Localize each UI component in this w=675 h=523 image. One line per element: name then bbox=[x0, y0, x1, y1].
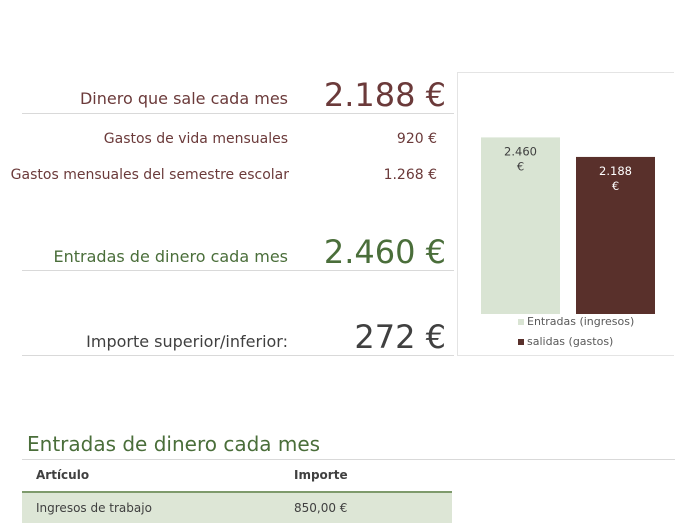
cell-amount[interactable]: 850,00 € bbox=[294, 501, 348, 515]
divider bbox=[22, 270, 454, 271]
divider bbox=[22, 355, 454, 356]
chart-canvas: 2.460€ 2.188€Entradas (ingresos)salidas (… bbox=[481, 137, 655, 348]
semester-costs-label: Gastos mensuales del semestre escolar bbox=[10, 167, 289, 183]
legend-swatch bbox=[518, 319, 524, 325]
income-vs-expense-chart[interactable]: 2.460 €2.188 € Entradas (ingresos) salidas (… bbox=[457, 72, 674, 356]
table-header: Artículo Importe bbox=[22, 459, 452, 493]
legend-entry[interactable]: salidas (gastos) bbox=[527, 335, 613, 348]
cell-item[interactable]: Ingresos de trabajo bbox=[36, 501, 152, 515]
bar-data-label: 2.460 bbox=[504, 144, 537, 158]
bar-income[interactable] bbox=[481, 137, 560, 314]
legend-entry[interactable]: Entradas (ingresos) bbox=[527, 315, 634, 328]
living-costs-value: 920 € bbox=[396, 131, 437, 147]
table-row[interactable]: Ingresos de trabajo 850,00 € bbox=[22, 493, 452, 523]
money-out-label: Dinero que sale cada mes bbox=[79, 89, 288, 108]
difference-label: Importe superior/inferior: bbox=[86, 332, 288, 351]
bar-data-label: 2.188 bbox=[599, 164, 632, 178]
column-header-item[interactable]: Artículo bbox=[36, 468, 90, 482]
bar-data-label: € bbox=[612, 179, 619, 193]
semester-costs-value: 1.268 € bbox=[383, 167, 437, 183]
divider bbox=[452, 459, 675, 460]
money-out-value: 2.188 € bbox=[323, 76, 446, 114]
living-costs-label: Gastos de vida mensuales bbox=[103, 131, 288, 147]
income-section-title: Entradas de dinero cada mes bbox=[27, 432, 321, 456]
column-header-amount[interactable]: Importe bbox=[294, 468, 348, 482]
divider bbox=[22, 113, 454, 114]
difference-value: 272 € bbox=[354, 318, 446, 356]
money-in-label: Entradas de dinero cada mes bbox=[53, 247, 288, 266]
income-table: Artículo Importe Ingresos de trabajo 850… bbox=[22, 459, 675, 523]
money-in-value: 2.460 € bbox=[323, 233, 446, 271]
legend-swatch bbox=[518, 339, 524, 345]
bar-data-label: € bbox=[517, 159, 524, 173]
bar-expense[interactable] bbox=[576, 156, 655, 314]
